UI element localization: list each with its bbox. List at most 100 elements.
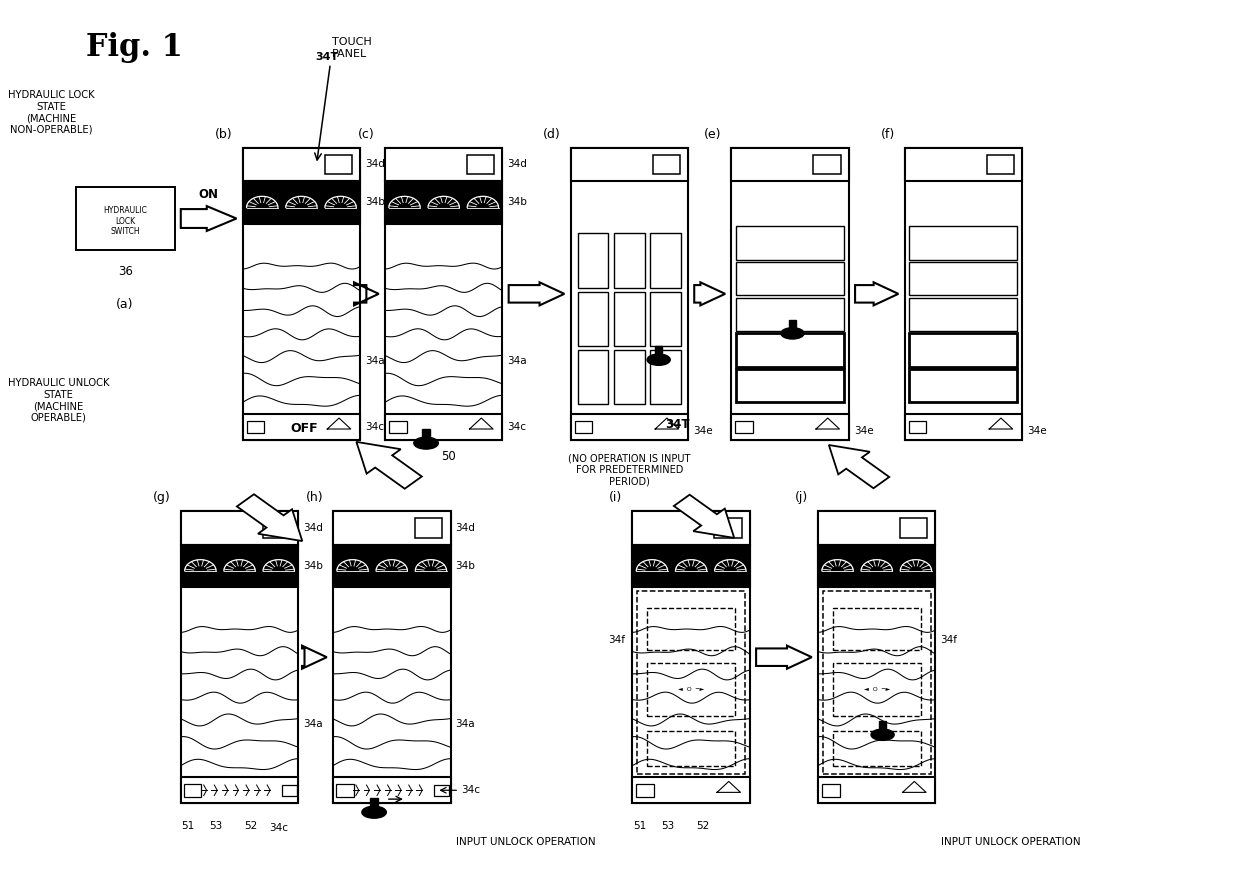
Bar — [578, 350, 609, 404]
Text: Fig. 1: Fig. 1 — [86, 32, 182, 63]
Bar — [904, 413, 1022, 440]
Text: 34d: 34d — [304, 523, 324, 533]
Bar — [570, 148, 688, 440]
Bar — [574, 420, 593, 433]
Text: 53: 53 — [661, 821, 675, 831]
Text: 51: 51 — [181, 821, 195, 831]
Polygon shape — [508, 283, 564, 305]
Text: (NO OPERATION IS INPUT
FOR PREDETERMINED
PERIOD): (NO OPERATION IS INPUT FOR PREDETERMINED… — [568, 453, 691, 486]
Text: HYDRAULIC
LOCK
SWITCH: HYDRAULIC LOCK SWITCH — [103, 206, 148, 236]
Bar — [650, 292, 681, 346]
Bar — [632, 511, 750, 545]
Bar — [281, 785, 296, 796]
Polygon shape — [356, 442, 422, 489]
Bar — [570, 413, 688, 440]
Text: 52: 52 — [244, 821, 258, 831]
Bar — [578, 233, 609, 287]
Text: OFF: OFF — [290, 422, 319, 435]
Bar — [909, 333, 1017, 366]
Bar — [325, 155, 352, 174]
Bar — [243, 148, 360, 440]
Bar — [818, 777, 935, 804]
Bar — [384, 181, 502, 224]
Text: 50: 50 — [441, 450, 455, 462]
Bar — [904, 148, 1022, 181]
Text: ◄  O  ─►: ◄ O ─► — [863, 687, 890, 693]
Text: HYDRAULIC LOCK
STATE
(MACHINE
NON-OPERABLE): HYDRAULIC LOCK STATE (MACHINE NON-OPERAB… — [7, 90, 94, 135]
Text: ◄  O  ─►: ◄ O ─► — [678, 687, 704, 693]
Bar — [833, 608, 920, 650]
Bar — [737, 226, 844, 260]
Bar — [384, 148, 502, 440]
Bar — [737, 298, 844, 331]
Text: (h): (h) — [305, 491, 324, 504]
Text: (a): (a) — [117, 299, 134, 311]
Bar — [735, 420, 753, 433]
Bar — [632, 511, 750, 804]
Text: (g): (g) — [153, 491, 171, 504]
Bar — [909, 262, 1017, 295]
Bar — [833, 663, 920, 717]
Text: 34a: 34a — [507, 356, 527, 365]
Text: 53: 53 — [210, 821, 223, 831]
Text: 34b: 34b — [304, 561, 324, 571]
Ellipse shape — [362, 806, 387, 818]
Bar — [647, 663, 735, 717]
Text: TOUCH
PANEL: TOUCH PANEL — [331, 37, 371, 59]
Text: (j): (j) — [795, 491, 808, 504]
Bar — [909, 369, 1017, 403]
Bar — [732, 148, 849, 181]
Bar — [389, 420, 407, 433]
Text: 36: 36 — [118, 266, 133, 278]
Bar — [647, 732, 735, 765]
Text: INPUT UNLOCK OPERATION: INPUT UNLOCK OPERATION — [456, 837, 596, 847]
Bar — [334, 511, 450, 545]
Text: 34e: 34e — [854, 427, 873, 436]
Bar — [813, 155, 841, 174]
Text: (b): (b) — [215, 127, 233, 140]
Bar — [415, 518, 443, 538]
Bar — [247, 420, 264, 433]
Bar — [334, 511, 450, 804]
Text: 52: 52 — [697, 821, 709, 831]
Polygon shape — [756, 645, 812, 669]
Text: (i): (i) — [609, 491, 622, 504]
Text: 34c: 34c — [461, 785, 481, 796]
Bar — [655, 346, 662, 359]
Bar — [904, 148, 1022, 440]
Bar — [614, 292, 645, 346]
Bar — [737, 333, 844, 366]
Text: 34f: 34f — [940, 636, 957, 645]
Text: 34b: 34b — [507, 197, 527, 207]
Bar — [570, 148, 688, 181]
Bar — [181, 545, 299, 587]
Text: (e): (e) — [704, 127, 722, 140]
Text: 34c: 34c — [269, 823, 288, 833]
Bar — [822, 784, 839, 797]
Text: INPUT UNLOCK OPERATION: INPUT UNLOCK OPERATION — [941, 837, 1081, 847]
Bar — [614, 233, 645, 287]
Text: (c): (c) — [358, 127, 374, 140]
Bar — [632, 777, 750, 804]
Bar — [732, 148, 849, 440]
Bar — [650, 350, 681, 404]
Text: 51: 51 — [632, 821, 646, 831]
Text: 34d: 34d — [507, 159, 527, 170]
Bar — [909, 226, 1017, 260]
Polygon shape — [856, 283, 898, 305]
Bar — [737, 262, 844, 295]
Bar — [833, 732, 920, 765]
Bar — [987, 155, 1014, 174]
Text: 34a: 34a — [304, 719, 322, 729]
Text: 34a: 34a — [365, 356, 384, 365]
Bar — [900, 518, 928, 538]
Text: 34d: 34d — [365, 159, 384, 170]
Bar — [614, 350, 645, 404]
Bar — [467, 155, 495, 174]
Bar — [181, 511, 299, 804]
Bar — [370, 798, 378, 812]
Text: 34e: 34e — [1027, 427, 1047, 436]
Bar — [652, 155, 680, 174]
Ellipse shape — [781, 328, 804, 339]
Bar — [714, 518, 742, 538]
